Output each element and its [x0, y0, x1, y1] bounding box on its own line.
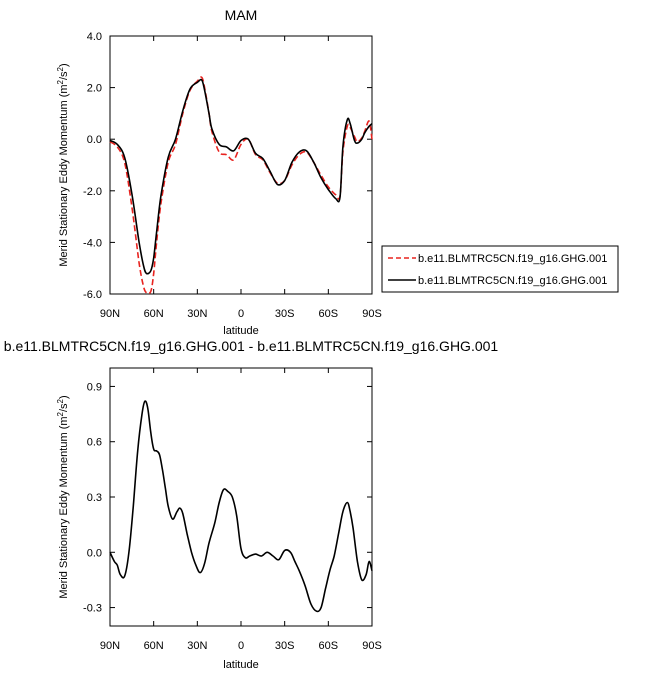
- bottom-panel: b.e11.BLMTRC5CN.f19_g16.GHG.001 - b.e11.…: [4, 338, 499, 671]
- top-y-tick-label: 2.0: [87, 83, 102, 95]
- bottom-x-axis-label: latitude: [223, 659, 258, 671]
- top-x-tick-label: 90S: [362, 308, 382, 320]
- top-y-tick-label: 0.0: [87, 134, 102, 146]
- bottom-x-ticks: 90N 60N 30N 0 30S 60S 90S: [100, 368, 382, 652]
- bottom-series-group: [109, 400, 373, 613]
- top-series-group: [109, 76, 373, 295]
- top-chart-title: MAM: [225, 7, 258, 23]
- top-series-line-1: [109, 76, 373, 295]
- bottom-x-tick-label: 60N: [144, 640, 164, 652]
- bottom-plot-frame: [109, 367, 373, 627]
- top-x-tick-label: 60S: [319, 308, 339, 320]
- bottom-y-tick-label: 0.0: [87, 547, 102, 559]
- bottom-x-tick-label: 90S: [362, 640, 382, 652]
- bottom-x-tick-label: 0: [238, 640, 244, 652]
- top-x-tick-label: 60N: [144, 308, 164, 320]
- bottom-y-tick-label: 0.6: [87, 437, 102, 449]
- top-x-ticks: 90N 60N 30N 0 30S 60S 90S: [100, 36, 382, 320]
- bottom-y-tick-label: 0.9: [87, 381, 102, 393]
- top-x-tick-label: 30N: [187, 308, 207, 320]
- bottom-x-tick-label: 30N: [187, 640, 207, 652]
- top-plot-frame: [109, 35, 373, 295]
- top-x-tick-label: 90N: [100, 308, 120, 320]
- top-y-ticks: -6.0 -4.0 -2.0 0.0 2.0 4.0: [83, 31, 372, 301]
- bottom-x-tick-label: 90N: [100, 640, 120, 652]
- legend-box: [381, 245, 619, 293]
- legend-entry-2: b.e11.BLMTRC5CN.f19_g16.GHG.001: [418, 275, 607, 287]
- top-series-line-2: [109, 78, 373, 275]
- legend-entry-1: b.e11.BLMTRC5CN.f19_g16.GHG.001: [418, 253, 607, 265]
- bottom-y-axis-label: Merid Stationary Eddy Momentum (m2/s2): [56, 395, 71, 598]
- top-panel: MAM -6.0 -4.0 -2.0 0.0 2.0 4.0 90N 60N 30N 0 30S 6…: [56, 7, 382, 337]
- top-y-tick-label: -2.0: [83, 186, 102, 198]
- top-x-tick-label: 0: [238, 308, 244, 320]
- bottom-y-tick-label: 0.3: [87, 492, 102, 504]
- bottom-y-ticks: -0.3 0.0 0.3 0.6 0.9: [83, 381, 372, 615]
- top-y-axis-label: Merid Stationary Eddy Momentum (m2/s2): [56, 63, 71, 266]
- top-y-tick-label: 4.0: [87, 31, 102, 43]
- top-x-axis-label: latitude: [223, 325, 258, 337]
- bottom-y-tick-label: -0.3: [83, 603, 102, 615]
- top-y-tick-label: -4.0: [83, 237, 102, 249]
- bottom-x-tick-label: 60S: [319, 640, 339, 652]
- bottom-x-tick-label: 30S: [275, 640, 295, 652]
- bottom-chart-title: b.e11.BLMTRC5CN.f19_g16.GHG.001 - b.e11.…: [4, 338, 499, 354]
- top-x-tick-label: 30S: [275, 308, 295, 320]
- legend: b.e11.BLMTRC5CN.f19_g16.GHG.001 b.e11.BL…: [381, 245, 619, 293]
- top-y-tick-label: -6.0: [83, 289, 102, 301]
- bottom-series-line-1: [109, 400, 373, 613]
